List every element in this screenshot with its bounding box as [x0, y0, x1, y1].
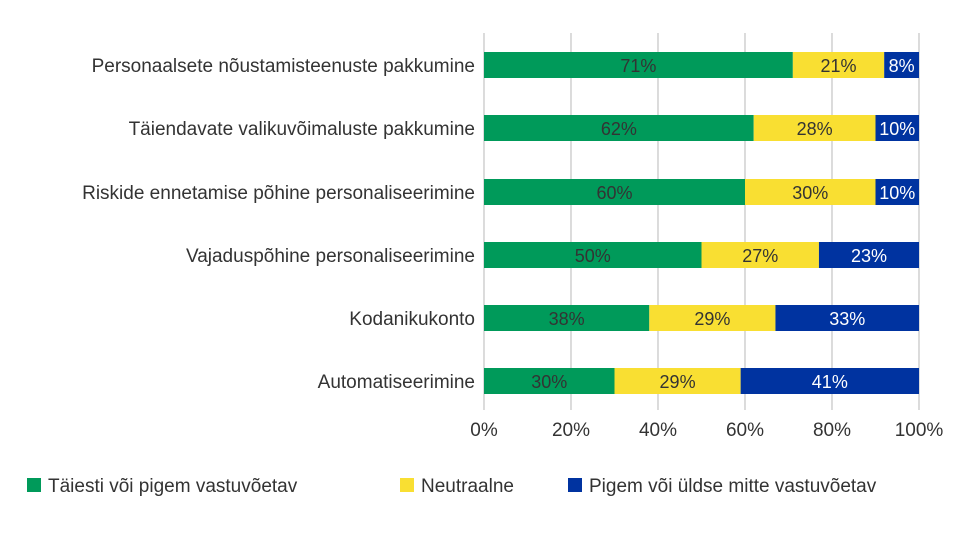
bar-segment [875, 179, 919, 205]
category-label: Automatiseerimine [318, 372, 475, 393]
data-label: 62% [601, 119, 637, 139]
data-label: 33% [829, 309, 865, 329]
bar-segment [484, 305, 650, 331]
data-label: 60% [596, 183, 632, 203]
data-label: 27% [742, 246, 778, 266]
data-label: 29% [660, 372, 696, 392]
data-label: 30% [531, 372, 567, 392]
legend-label: Täiesti või pigem vastuvõetav [48, 476, 298, 497]
data-label: 8% [889, 56, 915, 76]
x-tick-label: 60% [726, 420, 764, 441]
x-axis-ticks: 0% 20% 40% 60% 80% 100% [470, 420, 943, 441]
category-label: Riskide ennetamise põhine personaliseeri… [82, 183, 475, 204]
category-labels: Personaalsete nõustamisteenuste pakkumin… [82, 56, 475, 393]
data-label: 71% [620, 56, 656, 76]
legend-label: Neutraalne [421, 476, 514, 497]
bar-segment [484, 115, 754, 141]
data-label: 10% [879, 119, 915, 139]
bar-segment [792, 52, 885, 78]
data-label: 10% [879, 183, 915, 203]
bar-segment [484, 368, 615, 394]
data-label: 28% [797, 119, 833, 139]
legend-swatch [400, 478, 414, 492]
bar-segment [701, 242, 819, 268]
bar-segment [884, 52, 919, 78]
x-tick-label: 100% [895, 420, 944, 441]
bar-segment [614, 368, 741, 394]
bar-segment [753, 115, 876, 141]
category-label: Kodanikukonto [349, 309, 475, 330]
data-label: 41% [812, 372, 848, 392]
bars: 71% 21% 8% 62% 28% 10% 60% 30% 10% 50% 27% 23% 38% 29… [484, 52, 919, 394]
legend-label: Pigem või üldse mitte vastuvõetav [589, 476, 877, 497]
data-label: 29% [694, 309, 730, 329]
bar-segment [875, 115, 919, 141]
bar-segment [818, 242, 919, 268]
bar-segment [745, 179, 876, 205]
x-tick-label: 40% [639, 420, 677, 441]
category-label: Personaalsete nõustamisteenuste pakkumin… [92, 56, 475, 77]
bar-segment [775, 305, 919, 331]
category-label: Täiendavate valikuvõimaluste pakkumine [129, 119, 475, 140]
data-label: 50% [575, 246, 611, 266]
data-label: 38% [549, 309, 585, 329]
legend-swatch [27, 478, 41, 492]
x-tick-label: 20% [552, 420, 590, 441]
x-tick-label: 80% [813, 420, 851, 441]
bar-segment [484, 52, 793, 78]
legend-swatch [568, 478, 582, 492]
data-label: 21% [821, 56, 857, 76]
bar-segment [649, 305, 776, 331]
legend: Täiesti või pigem vastuvõetav Neutraalne P… [27, 476, 877, 497]
data-label: 30% [792, 183, 828, 203]
bar-segment [484, 242, 702, 268]
category-label: Vajaduspõhine personaliseerimine [186, 246, 475, 267]
x-tick-label: 0% [470, 420, 498, 441]
bar-segment [740, 368, 919, 394]
data-label: 23% [851, 246, 887, 266]
bar-segment [484, 179, 745, 205]
gridlines [483, 33, 920, 410]
